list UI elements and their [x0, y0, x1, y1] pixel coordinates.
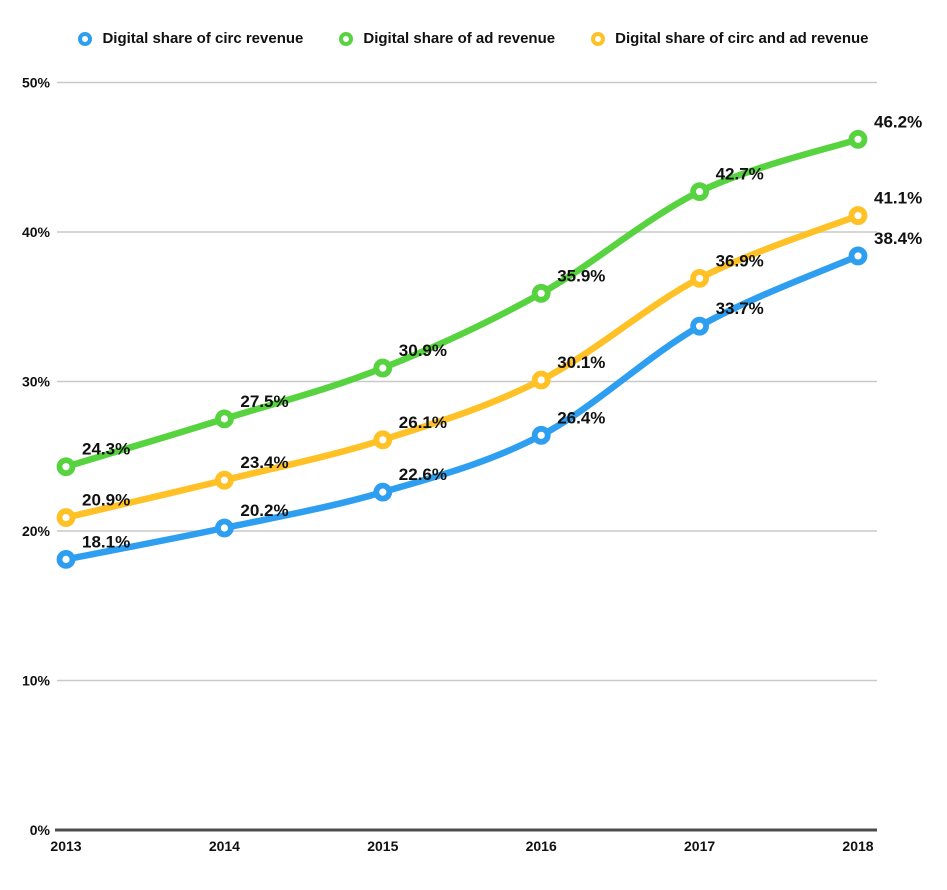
- data-point-label: 27.5%: [240, 392, 288, 411]
- data-point-label: 18.1%: [82, 532, 130, 551]
- data-point-label: 42.7%: [716, 165, 764, 184]
- y-tick-label: 30%: [22, 374, 51, 390]
- y-tick-label: 40%: [22, 224, 51, 240]
- data-point-label: 22.6%: [399, 465, 447, 484]
- legend-item-ad-revenue: Digital share of ad revenue: [339, 30, 555, 47]
- legend-label-ad-revenue: Digital share of ad revenue: [363, 30, 556, 47]
- data-point-marker: [690, 316, 709, 336]
- data-point-label: 26.4%: [557, 408, 605, 427]
- y-tick-label: 20%: [22, 523, 51, 539]
- data-point-marker: [373, 430, 393, 450]
- data-point-label: 41.1%: [874, 189, 922, 208]
- series-line-2: [62, 212, 862, 521]
- data-point-marker: [690, 268, 709, 288]
- x-tick-label: 2017: [684, 838, 715, 854]
- data-point-label: 20.9%: [82, 491, 130, 510]
- data-point-label: 33.7%: [716, 299, 764, 318]
- data-point-label: 20.2%: [240, 501, 288, 520]
- data-point-marker: [531, 370, 551, 390]
- data-point-marker: [848, 246, 868, 266]
- data-point-marker: [848, 206, 868, 225]
- data-point-marker: [56, 550, 76, 569]
- data-point-label: 24.3%: [82, 440, 130, 459]
- data-point-label: 26.1%: [399, 413, 447, 432]
- legend-circ-and-ad-revenue-marker-icon: [591, 31, 606, 46]
- y-tick-label: 50%: [22, 75, 51, 91]
- y-tick-label: 0%: [30, 822, 51, 838]
- data-point-marker: [531, 283, 551, 303]
- data-point-label: 46.2%: [874, 112, 922, 131]
- series-line-1: [62, 136, 862, 470]
- data-point-label: 30.1%: [557, 353, 605, 372]
- series-line-0: [62, 252, 862, 563]
- data-point-marker: [373, 358, 393, 378]
- x-tick-label: 2016: [526, 838, 557, 854]
- legend-circ-revenue-marker-icon: [78, 31, 93, 46]
- legend-item-circ-and-ad-revenue: Digital share of circ and ad revenue: [591, 30, 869, 47]
- x-tick-label: 2013: [50, 838, 81, 854]
- legend-item-circ-revenue: Digital share of circ revenue: [78, 30, 303, 47]
- data-point-marker: [373, 482, 393, 502]
- data-point-label: 35.9%: [557, 266, 605, 285]
- data-point-marker: [214, 470, 234, 490]
- data-point-label: 23.4%: [240, 453, 288, 472]
- x-tick-label: 2018: [842, 838, 873, 854]
- x-tick-label: 2014: [209, 838, 240, 854]
- y-tick-label: 10%: [22, 673, 51, 689]
- data-point-label: 36.9%: [716, 251, 764, 270]
- data-point-marker: [690, 182, 709, 202]
- data-point-marker: [214, 518, 234, 538]
- data-point-marker: [56, 508, 76, 527]
- data-point-label: 30.9%: [399, 341, 447, 360]
- legend-label-circ-revenue: Digital share of circ revenue: [102, 30, 304, 47]
- data-point-marker: [56, 457, 76, 477]
- data-point-marker: [214, 409, 234, 429]
- chart-legend: Digital share of circ revenue Digital sh…: [0, 30, 947, 47]
- data-point-label: 38.4%: [874, 229, 922, 248]
- x-tick-label: 2015: [367, 838, 398, 854]
- legend-ad-revenue-marker-icon: [339, 31, 354, 46]
- legend-label-circ-and-ad-revenue: Digital share of circ and ad revenue: [615, 30, 869, 47]
- data-point-marker: [848, 129, 868, 149]
- data-point-marker: [531, 425, 551, 445]
